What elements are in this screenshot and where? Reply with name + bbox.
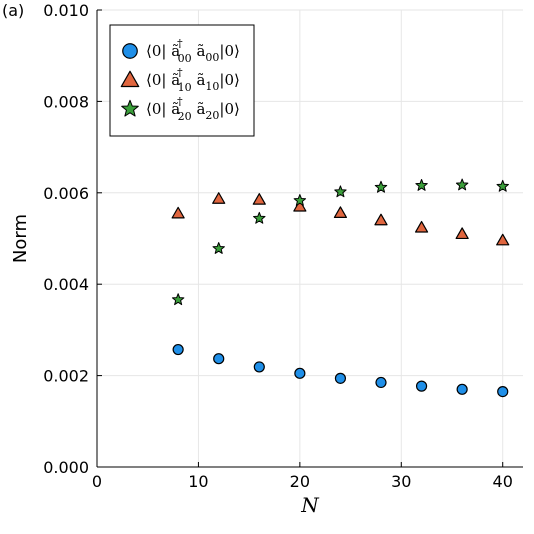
series-triangle (172, 193, 509, 245)
data-point-star (213, 243, 224, 254)
data-point-circle (417, 381, 427, 391)
x-tick-label: 20 (290, 472, 310, 491)
data-point-triangle (456, 228, 468, 239)
data-point-triangle (416, 222, 428, 233)
series-star (172, 179, 508, 305)
data-point-circle (376, 377, 386, 387)
y-tick-label: 0.010 (43, 1, 89, 20)
data-point-triangle (213, 193, 225, 204)
data-point-star (254, 212, 265, 223)
data-point-star (172, 294, 183, 305)
x-tick-label: 30 (391, 472, 411, 491)
y-axis-label: Norm (10, 214, 31, 263)
y-tick-label: 0.006 (43, 184, 89, 203)
data-point-circle (254, 362, 264, 372)
series-circle (173, 345, 508, 397)
y-tick-label: 0.002 (43, 367, 89, 386)
legend-marker-circle (123, 44, 138, 59)
y-tick-label: 0.008 (43, 92, 89, 111)
data-point-triangle (375, 214, 387, 225)
data-point-circle (173, 345, 183, 355)
legend: ⟨0| ã† 00 ã00|0⟩⟨0| ã† 10 ã10|0⟩⟨0| ã† 20 ã… (110, 25, 254, 136)
data-point-triangle (497, 234, 509, 245)
data-point-star (416, 179, 427, 190)
x-tick-label: 0 (92, 472, 102, 491)
data-point-star (335, 186, 346, 197)
data-point-star (456, 179, 467, 190)
data-point-triangle (172, 207, 184, 218)
data-point-circle (214, 354, 224, 364)
x-tick-label: 40 (493, 472, 513, 491)
data-point-circle (498, 387, 508, 397)
y-tick-label: 0.000 (43, 458, 89, 477)
data-point-circle (457, 384, 467, 394)
data-point-circle (295, 368, 305, 378)
x-axis-label: N (300, 493, 320, 517)
y-tick-label: 0.004 (43, 275, 89, 294)
panel-label: (a) (2, 1, 24, 20)
data-point-triangle (253, 194, 265, 205)
data-marks (172, 179, 509, 397)
data-point-triangle (334, 207, 346, 218)
x-tick-label: 10 (188, 472, 208, 491)
data-point-circle (335, 373, 345, 383)
data-point-star (375, 181, 386, 192)
